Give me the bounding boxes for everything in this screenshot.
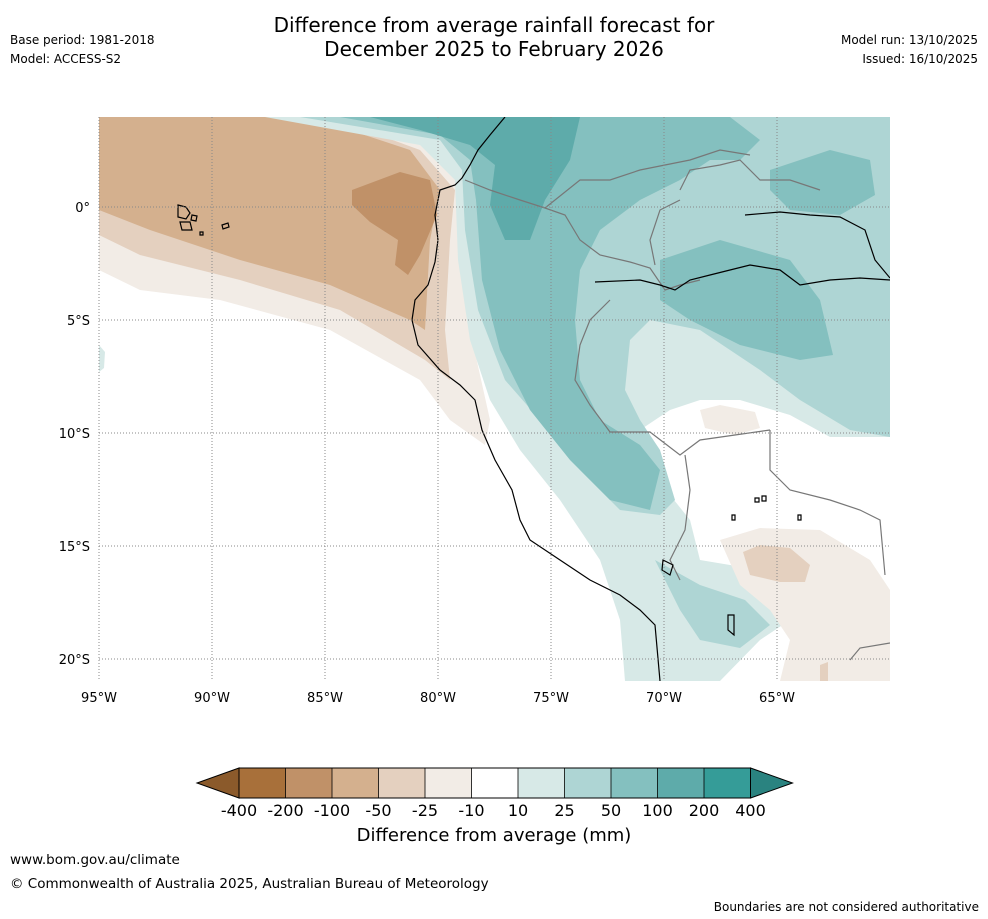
- colorbar-swatch: [332, 768, 379, 798]
- colorbar-label: -10: [458, 801, 485, 820]
- lat-label: 5°S: [67, 314, 90, 329]
- colorbar-under-arrow: [195, 767, 240, 799]
- model-run-text: Model run: 13/10/2025: [840, 33, 978, 47]
- colorbar: [195, 767, 794, 799]
- lon-label: 85°W: [307, 691, 343, 706]
- map-title-line1: Difference from average rainfall forecas…: [273, 13, 715, 37]
- colorbar-label: -25: [411, 801, 439, 820]
- issued-text: Issued: 16/10/2025: [862, 52, 978, 66]
- colorbar-frame: [238, 767, 751, 799]
- colorbar-swatch: [611, 768, 658, 798]
- colorbar-swatch: [564, 768, 611, 798]
- disclaimer-text: Boundaries are not considered authoritat…: [713, 900, 979, 914]
- colorbar-label: 50: [600, 801, 622, 820]
- lon-label: 65°W: [759, 691, 795, 706]
- colorbar-swatch: [471, 768, 518, 798]
- colorbar-swatch: [657, 768, 704, 798]
- colorbar-label: 200: [688, 801, 720, 820]
- copyright-text: © Commonwealth of Australia 2025, Austra…: [10, 876, 489, 892]
- coastline: [177, 117, 890, 681]
- lon-label: 80°W: [420, 691, 456, 706]
- colorbar-label: 100: [642, 801, 673, 820]
- forecast-shading: [99, 117, 890, 681]
- lat-label: 10°S: [59, 427, 90, 442]
- boundaries: [464, 149, 890, 661]
- website-link[interactable]: www.bom.gov.au/climate: [10, 852, 180, 868]
- colorbar-label: 10: [507, 801, 529, 820]
- lon-label: 90°W: [194, 691, 230, 706]
- colorbar-label: -50: [365, 801, 392, 820]
- colorbar-swatch: [285, 768, 332, 798]
- gridlines: [98, 117, 890, 681]
- colorbar-label: -400: [220, 801, 258, 820]
- latitude-labels: 0° 5°S 10°S 15°S 20°S: [59, 201, 90, 668]
- base-period-text: Base period: 1981-2018: [10, 33, 155, 47]
- lat-label: 20°S: [59, 653, 90, 668]
- colorbar-title: Difference from average (mm): [356, 825, 632, 846]
- colorbar-swatch: [239, 768, 286, 798]
- colorbar-swatch: [378, 768, 425, 798]
- lon-label: 95°W: [81, 691, 117, 706]
- colorbar-swatch: [518, 768, 565, 798]
- colorbar-swatch: [425, 768, 472, 798]
- lon-label: 75°W: [533, 691, 569, 706]
- colorbar-over-arrow: [750, 767, 794, 799]
- colorbar-label: -100: [313, 801, 351, 820]
- lat-label: 15°S: [59, 540, 90, 555]
- lat-label: 0°: [75, 201, 90, 216]
- model-text: Model: ACCESS-S2: [10, 52, 122, 66]
- colorbar-label: -200: [267, 801, 304, 820]
- colorbar-swatch: [704, 768, 751, 798]
- lon-label: 70°W: [646, 691, 682, 706]
- map-title-line2: December 2025 to February 2026: [324, 37, 664, 61]
- longitude-labels: 95°W 90°W 85°W 80°W 75°W 70°W 65°W: [81, 691, 795, 706]
- colorbar-label: 25: [554, 801, 575, 820]
- colorbar-label: 400: [735, 801, 766, 820]
